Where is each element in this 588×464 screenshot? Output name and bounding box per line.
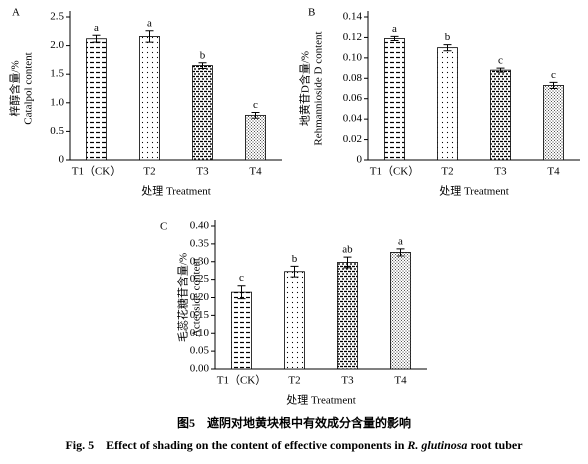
error-bar xyxy=(145,30,154,43)
error-bar xyxy=(251,112,260,119)
significance-letter: b xyxy=(292,253,298,265)
y-axis-title: 梓醇含量/% xyxy=(8,60,22,116)
y-tick-label: 0.10 xyxy=(190,327,210,339)
x-tick-label: T4 xyxy=(249,166,262,178)
y-tick-label: 0.04 xyxy=(343,113,363,125)
error-bar xyxy=(290,265,299,278)
significance-letter: a xyxy=(398,235,403,247)
x-tick-label: T4 xyxy=(547,166,560,178)
y-tick-label: 0.10 xyxy=(343,51,363,63)
x-tick-label: T2 xyxy=(441,166,453,178)
y-axis-title: Rehmannioside D content xyxy=(313,31,325,145)
y-tick-label: 2.0 xyxy=(50,39,64,51)
bar xyxy=(490,69,511,161)
y-axis-title: Catalpol content xyxy=(23,52,35,124)
x-tick-label: T1（CK） xyxy=(217,374,267,387)
error-bar xyxy=(390,35,399,41)
y-tick-label: 0.14 xyxy=(343,11,363,23)
x-tick-label: T2 xyxy=(143,166,155,178)
y-tick-label: 0.05 xyxy=(190,345,210,357)
significance-letter: b xyxy=(200,49,206,61)
bar xyxy=(284,271,305,370)
bar xyxy=(437,47,458,161)
bar xyxy=(86,38,107,161)
error-bar xyxy=(396,248,405,257)
error-bar xyxy=(496,67,505,73)
y-tick-label: 0 xyxy=(357,154,363,166)
x-axis-title: 处理 Treatment xyxy=(286,394,356,407)
y-tick-label: 0.30 xyxy=(190,255,210,267)
x-tick-label: T2 xyxy=(288,375,300,387)
significance-letter: c xyxy=(498,55,503,67)
significance-letter: a xyxy=(392,23,397,35)
bar xyxy=(390,252,411,370)
y-tick-label: 0.20 xyxy=(190,291,210,303)
significance-letter: b xyxy=(445,31,451,43)
error-bar xyxy=(549,81,558,89)
y-tick-label: 0.08 xyxy=(343,72,363,84)
caption-part: root tuber xyxy=(467,438,523,452)
x-tick-label: T4 xyxy=(394,375,407,387)
y-tick-label: 0.06 xyxy=(343,92,363,104)
error-bar xyxy=(198,62,207,69)
significance-letter: a xyxy=(147,17,152,29)
x-tick-label: T1（CK） xyxy=(72,165,122,178)
y-tick-label: 0.15 xyxy=(190,309,210,321)
panel-label: C xyxy=(160,221,167,233)
x-tick-label: T3 xyxy=(494,166,507,178)
error-bar xyxy=(443,44,452,52)
y-tick-label: 0.25 xyxy=(190,273,210,285)
caption-en: Fig. 5 Effect of shading on the content … xyxy=(65,438,523,452)
panel-label: A xyxy=(12,7,20,19)
significance-letter: a xyxy=(94,22,99,34)
y-tick-label: 1.5 xyxy=(50,68,64,80)
y-axis-title: Acteoside content xyxy=(191,258,203,337)
panel-label: B xyxy=(308,7,315,19)
y-tick-label: 0.02 xyxy=(343,133,362,145)
y-tick-label: 0.12 xyxy=(343,31,362,43)
y-tick-label: 0.5 xyxy=(50,125,64,137)
significance-letter: ab xyxy=(342,244,353,256)
significance-letter: c xyxy=(239,272,244,284)
error-bar xyxy=(343,256,352,269)
x-tick-label: T3 xyxy=(196,166,209,178)
y-tick-label: 1.0 xyxy=(50,96,64,108)
caption-part: R. glutinosa xyxy=(406,438,467,452)
significance-letter: c xyxy=(253,99,258,111)
x-axis-title: 处理 Treatment xyxy=(141,185,211,198)
y-axis-title: 毛蕊花糖苷含量/% xyxy=(176,253,190,342)
y-tick-label: 2.5 xyxy=(50,11,64,23)
bar xyxy=(231,291,252,370)
bar xyxy=(543,85,564,161)
y-tick-label: 0.00 xyxy=(190,363,210,375)
error-bar xyxy=(237,285,246,300)
y-tick-label: 0 xyxy=(59,154,65,166)
y-tick-label: 0.35 xyxy=(190,237,210,249)
bar xyxy=(337,262,358,370)
x-axis-title: 处理 Treatment xyxy=(439,185,509,198)
bar xyxy=(139,36,160,161)
x-tick-label: T3 xyxy=(341,375,354,387)
bar xyxy=(245,114,266,161)
bar xyxy=(384,38,405,161)
caption-part: Fig. 5 Effect of shading on the content … xyxy=(65,438,407,452)
error-bar xyxy=(92,34,101,43)
y-tick-label: 0.40 xyxy=(190,220,210,232)
significance-letter: c xyxy=(551,69,556,81)
y-axis-title: 地黄苷D含量/% xyxy=(298,51,312,126)
caption-cn: 图5 遮阴对地黄块根中有效成分含量的影响 xyxy=(177,415,411,430)
bar xyxy=(192,65,213,161)
x-tick-label: T1（CK） xyxy=(370,165,420,178)
